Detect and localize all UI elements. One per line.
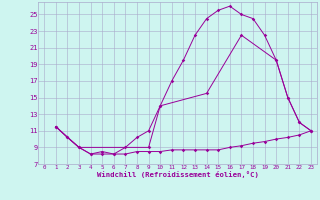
X-axis label: Windchill (Refroidissement éolien,°C): Windchill (Refroidissement éolien,°C): [97, 171, 259, 178]
